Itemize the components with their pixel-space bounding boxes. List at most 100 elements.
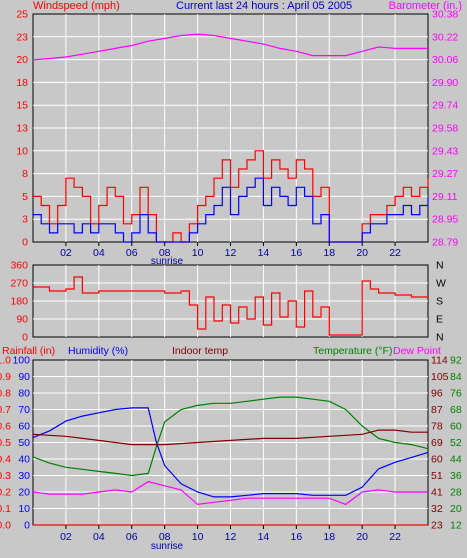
wind-series <box>32 33 429 243</box>
windspeed-tick-label: 18 <box>16 77 28 89</box>
barometer-tick-label: 30.22 <box>432 31 458 43</box>
humidity-tick-label: 0 <box>24 520 30 532</box>
rainfall-tick-label: 1.0 <box>0 355 11 367</box>
windspeed-header: Windspeed (mph) <box>33 0 120 12</box>
direction-degree-axis: 0 90 180 270 360 <box>10 260 28 344</box>
dewpoint-header: Dew Point <box>393 345 441 357</box>
indoor-temp-tick-label: 114 <box>431 355 448 367</box>
indoor-temp-tick-label: 105 <box>431 371 449 383</box>
humidity-tick-label: 60 <box>18 421 30 433</box>
indoor-temp-tick-label: 23 <box>431 520 443 532</box>
humidity-header: Humidity (%) <box>68 345 128 357</box>
barometer-tick-label: 29.43 <box>432 145 458 157</box>
wind-barometer-chart: Windspeed (mph) Current last 24 hours : … <box>16 0 462 267</box>
windspeed-tick-label: 3 <box>22 214 28 226</box>
rainfall-tick-label: 0.0 <box>0 520 11 532</box>
barometer-tick-label: 29.90 <box>432 77 458 89</box>
temperature-line <box>32 396 429 477</box>
humidity-tick-label: 90 <box>18 371 30 383</box>
humidity-tick-label: 10 <box>18 503 30 515</box>
dewpoint-line <box>32 481 428 506</box>
indoor-temp-axis: 23 32 41 51 60 69 78 87 96 105 114 <box>431 355 449 532</box>
rainfall-tick-label: 0.4 <box>0 454 11 466</box>
windspeed-tick-label: 25 <box>16 9 28 21</box>
direction-degree-tick-label: 270 <box>10 278 28 290</box>
barometer-tick-label: 30.06 <box>432 54 458 66</box>
rainfall-tick-label: 0.3 <box>0 470 11 482</box>
wind-x-tick-label: 04 <box>93 247 105 259</box>
humidity-axis: 0 10 20 30 40 50 60 70 80 90 100 <box>12 355 30 532</box>
indoor-temp-tick-label: 41 <box>431 487 443 499</box>
temp-x-tick-label: 02 <box>60 531 72 543</box>
humidity-tick-label: 30 <box>18 470 30 482</box>
indoor-temp-tick-label: 69 <box>431 437 443 449</box>
humidity-tick-label: 70 <box>18 404 30 416</box>
temp-x-tick-label: 04 <box>93 531 105 543</box>
barometer-tick-label: 30.38 <box>432 9 458 21</box>
rainfall-tick-label: 0.6 <box>0 421 11 433</box>
windspeed-tick-label: 23 <box>16 31 28 43</box>
temp-x-tick-label: 12 <box>225 531 237 543</box>
wind-x-tick-label: 20 <box>356 247 368 259</box>
temperature-tick-label: 60 <box>450 421 462 433</box>
barometer-tick-label: 28.79 <box>432 237 458 249</box>
temperature-axis: 12 20 28 36 44 52 60 68 76 84 92 <box>450 355 462 532</box>
temp-x-tick-label: 16 <box>290 531 302 543</box>
wind-x-tick-label: 10 <box>192 247 204 259</box>
wind-x-axis: 02 04 06 08 10 12 14 16 18 20 22 <box>60 242 401 259</box>
sunrise-label: sunrise <box>151 256 184 267</box>
temperature-humidity-chart: Rainfall (in) Humidity (%) Indoor temp T… <box>0 345 462 552</box>
rainfall-tick-label: 0.7 <box>0 404 11 416</box>
temp-grid <box>33 360 428 525</box>
temperature-tick-label: 76 <box>450 388 462 400</box>
rainfall-tick-label: 0.9 <box>0 371 11 383</box>
temperature-tick-label: 92 <box>450 355 462 367</box>
temperature-tick-label: 28 <box>450 487 462 499</box>
indoor-temp-tick-label: 78 <box>431 421 443 433</box>
humidity-tick-label: 20 <box>18 487 30 499</box>
direction-series <box>33 276 428 336</box>
temp-x-tick-label: 10 <box>192 531 204 543</box>
temperature-tick-label: 68 <box>450 404 462 416</box>
temp-x-tick-label: 22 <box>389 531 401 543</box>
humidity-line <box>32 407 429 498</box>
wind-x-tick-label: 14 <box>258 247 270 259</box>
windspeed-tick-label: 15 <box>16 100 28 112</box>
humidity-tick-label: 50 <box>18 437 30 449</box>
temp-x-axis: 02 04 06 08 10 12 14 16 18 20 22 <box>60 525 401 543</box>
barometer-tick-label: 29.74 <box>432 100 458 112</box>
rainfall-tick-label: 0.5 <box>0 437 11 449</box>
temperature-tick-label: 20 <box>450 503 462 515</box>
barometer-tick-label: 29.58 <box>432 123 458 135</box>
windspeed-tick-label: 0 <box>22 237 28 249</box>
rainfall-header: Rainfall (in) <box>2 345 55 357</box>
rainfall-tick-label: 0.2 <box>0 487 11 499</box>
temp-x-tick-label: 08 <box>159 531 171 543</box>
temperature-tick-label: 44 <box>450 454 462 466</box>
direction-degree-tick-label: 0 <box>22 332 28 344</box>
temp-x-tick-label: 14 <box>258 531 270 543</box>
temperature-tick-label: 84 <box>450 371 462 383</box>
windspeed-line <box>33 177 429 243</box>
direction-compass-tick-label: N <box>436 260 444 272</box>
barometer-line <box>32 33 428 61</box>
barometer-axis: 28.79 28.95 29.11 29.27 29.43 29.58 29.74 29.90… <box>432 9 458 249</box>
temperature-tick-label: 52 <box>450 437 462 449</box>
direction-compass-tick-label: W <box>436 278 446 290</box>
temperature-header: Temperature (°F) <box>313 345 392 357</box>
barometer-tick-label: 29.27 <box>432 168 458 180</box>
wind-gust-line <box>33 150 429 243</box>
temp-x-tick-label: 20 <box>356 531 368 543</box>
indoor-temp-tick-label: 51 <box>431 470 443 482</box>
sunrise-label-bottom: sunrise <box>151 541 184 552</box>
windspeed-tick-label: 20 <box>16 54 28 66</box>
temperature-tick-label: 12 <box>450 520 462 532</box>
indoor-temp-tick-label: 32 <box>431 503 443 515</box>
windspeed-tick-label: 10 <box>16 145 28 157</box>
barometer-tick-label: 29.11 <box>432 191 458 203</box>
humidity-tick-label: 40 <box>18 454 30 466</box>
wind-x-tick-label: 18 <box>323 247 335 259</box>
